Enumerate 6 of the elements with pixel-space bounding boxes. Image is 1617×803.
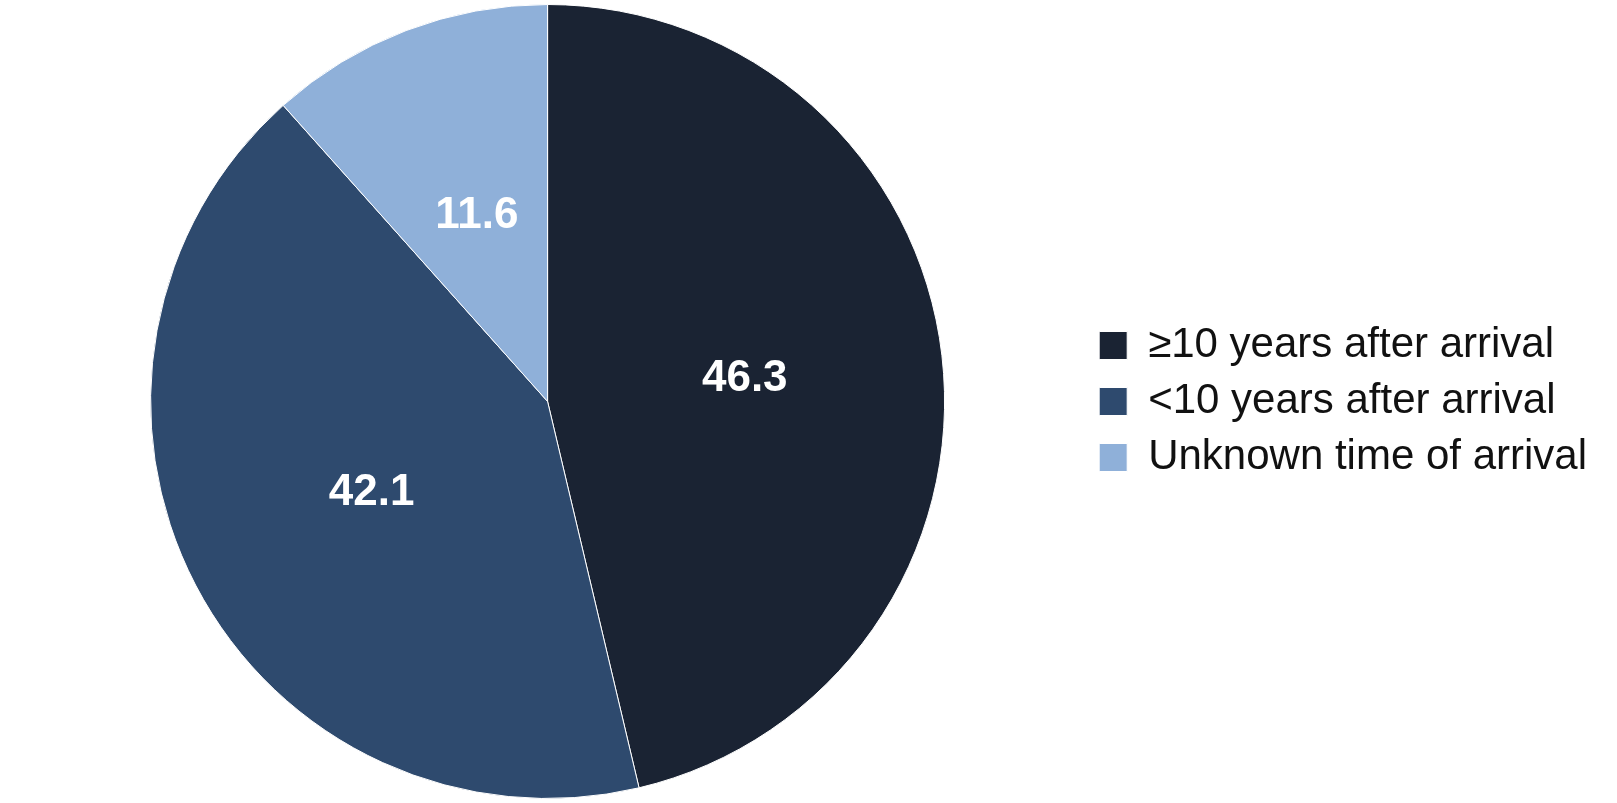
data-label: 11.6 — [435, 188, 519, 238]
legend-label: Unknown time of arrival — [1148, 431, 1587, 479]
data-label: 42.1 — [328, 465, 415, 515]
data-label: 46.3 — [701, 350, 788, 400]
legend-label: <10 years after arrival — [1148, 375, 1556, 423]
legend-label: ≥10 years after arrival — [1148, 319, 1555, 367]
